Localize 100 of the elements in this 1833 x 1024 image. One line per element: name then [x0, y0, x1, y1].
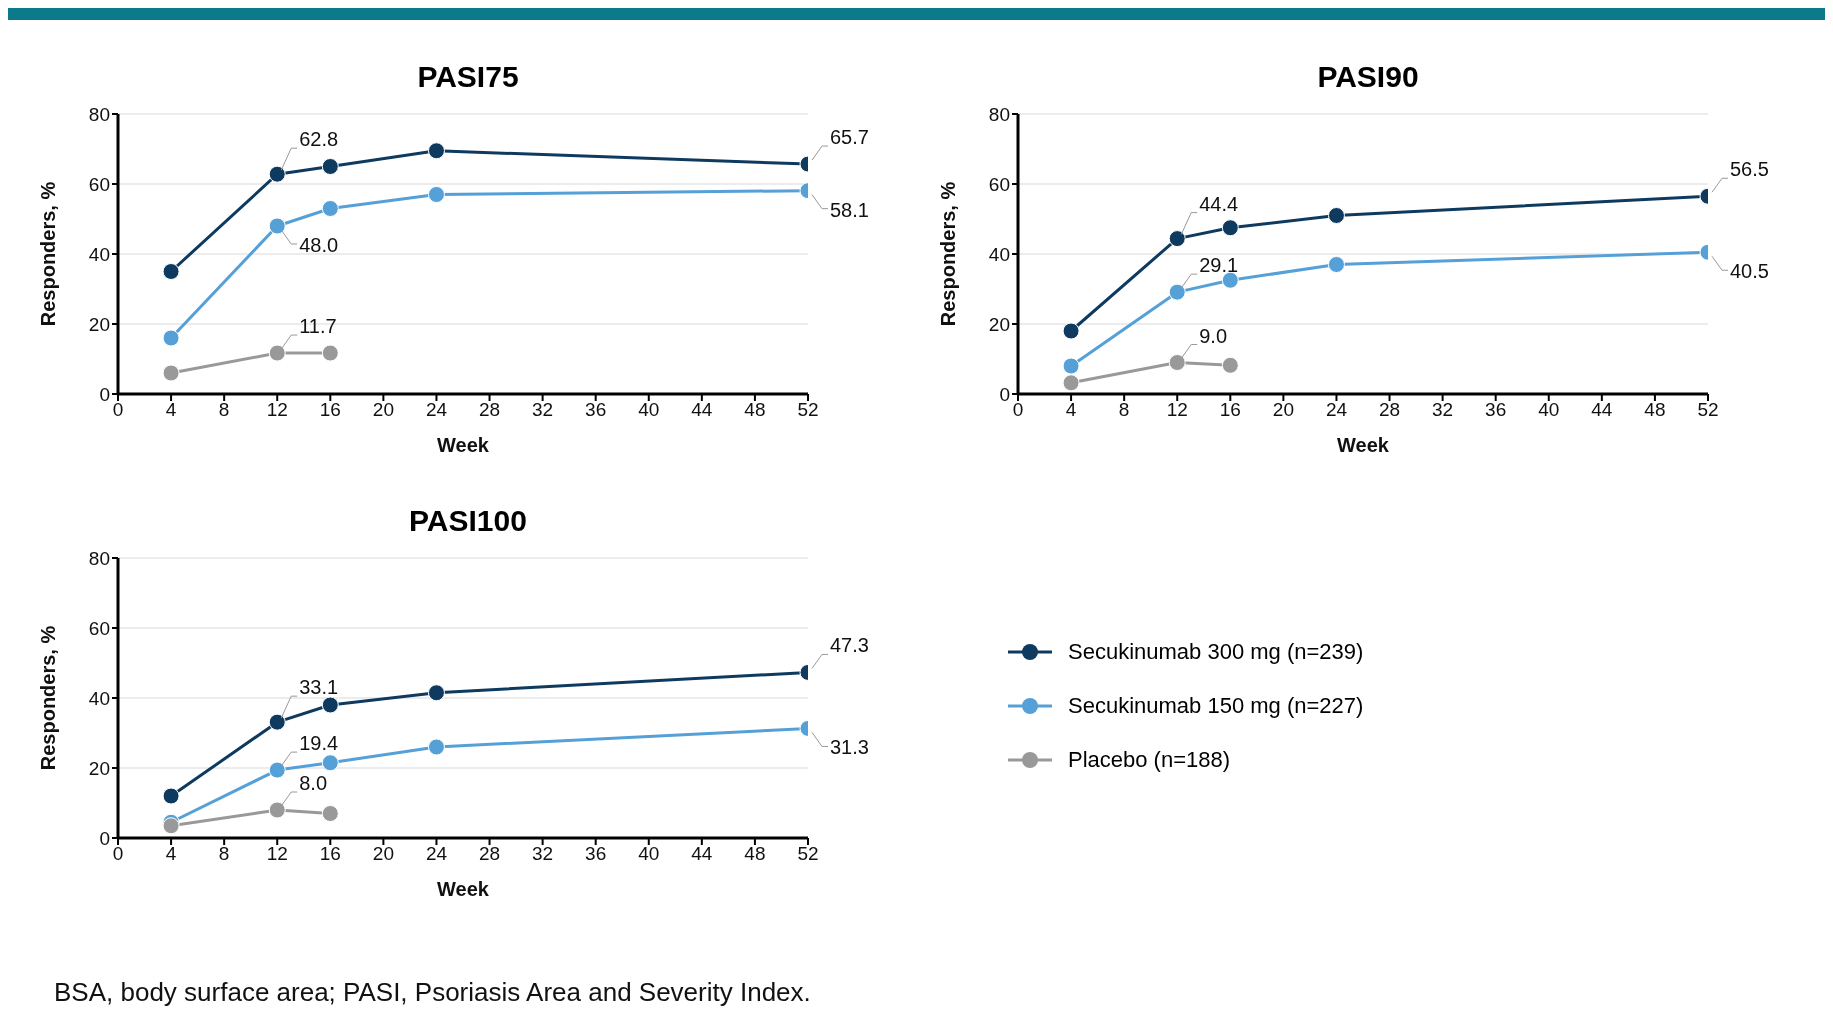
x-tick-label: 20	[372, 399, 394, 421]
data-label: 9.0	[1199, 324, 1228, 347]
data-label: 44.4	[1199, 192, 1239, 215]
point	[162, 364, 180, 382]
point	[321, 696, 339, 714]
x-tick-label: 40	[638, 399, 660, 421]
x-tick-label: 44	[1591, 399, 1613, 421]
x-axis-title: Week	[437, 878, 490, 900]
x-tick-label: 16	[319, 843, 341, 865]
y-tick-label: 20	[88, 313, 110, 335]
y-tick-label: 60	[988, 173, 1010, 195]
point	[268, 713, 286, 731]
point	[162, 817, 180, 835]
data-label: 8.0	[299, 772, 328, 794]
x-tick-label: 4	[165, 843, 177, 865]
x-tick-label: 28	[1378, 399, 1401, 421]
data-label: 62.8	[299, 128, 339, 151]
point	[268, 801, 286, 819]
point	[1327, 207, 1345, 224]
point	[1168, 230, 1186, 248]
point	[427, 684, 445, 702]
x-tick-label: 16	[319, 399, 341, 421]
x-tick-label: 36	[585, 843, 607, 865]
y-axis-title: Responders, %	[37, 625, 60, 771]
point	[321, 754, 339, 772]
legend-label: Secukinumab 300 mg (n=239)	[1068, 639, 1364, 665]
x-tick-label: 52	[797, 399, 819, 421]
y-tick-label: 40	[88, 243, 110, 265]
y-tick-label: 0	[999, 383, 1010, 405]
point	[427, 738, 445, 756]
chart-title: PASI90	[1316, 60, 1420, 94]
x-tick-label: 44	[691, 843, 713, 865]
x-tick-label: 8	[218, 843, 230, 865]
x-tick-label: 40	[1538, 399, 1560, 421]
y-tick-label: 40	[88, 687, 110, 709]
data-label: 19.4	[299, 732, 339, 755]
point	[427, 142, 445, 160]
legend-label: Placebo (n=188)	[1068, 747, 1231, 773]
point	[321, 200, 339, 217]
point	[1168, 283, 1186, 301]
y-tick-label: 20	[988, 313, 1010, 335]
y-tick-label: 40	[988, 243, 1010, 265]
y-tick-label: 60	[88, 617, 110, 639]
x-tick-label: 28	[478, 843, 501, 865]
y-tick-label: 80	[88, 547, 110, 569]
x-tick-label: 48	[1644, 399, 1666, 421]
point	[1221, 219, 1239, 237]
x-tick-label: 20	[372, 843, 394, 865]
x-tick-label: 16	[1219, 399, 1241, 421]
x-tick-label: 4	[1065, 399, 1077, 421]
point	[268, 217, 286, 235]
point	[1221, 356, 1239, 374]
y-tick-label: 60	[88, 173, 110, 195]
point	[321, 805, 339, 822]
point	[268, 165, 286, 183]
data-label: 40.5	[1730, 260, 1769, 283]
chart-title: PASI75	[416, 60, 520, 94]
point	[162, 263, 180, 280]
x-tick-label: 24	[425, 843, 448, 865]
point	[1221, 271, 1239, 289]
point	[1062, 357, 1080, 375]
x-tick-label: 32	[532, 399, 554, 421]
point	[321, 158, 339, 175]
point	[321, 344, 339, 362]
x-tick-label: 52	[1697, 399, 1719, 421]
point	[427, 186, 445, 203]
x-tick-label: 0	[1012, 399, 1024, 421]
y-axis-title: Responders, %	[937, 181, 960, 327]
x-tick-label: 12	[266, 843, 288, 865]
x-tick-label: 32	[1432, 399, 1454, 421]
x-tick-label: 36	[1485, 399, 1507, 421]
data-label: 48.0	[299, 234, 339, 256]
y-tick-label: 80	[988, 103, 1010, 125]
x-tick-label: 36	[585, 399, 607, 421]
x-axis-title: Week	[1337, 434, 1390, 456]
y-tick-label: 80	[88, 103, 110, 125]
y-axis-title: Responders, %	[37, 181, 60, 327]
point	[1062, 374, 1080, 392]
x-tick-label: 20	[1272, 399, 1294, 421]
x-tick-label: 8	[218, 399, 230, 421]
x-tick-label: 8	[1118, 399, 1130, 421]
point	[1062, 322, 1080, 340]
data-label: 65.7	[830, 126, 869, 149]
x-tick-label: 4	[165, 399, 177, 421]
x-tick-label: 40	[638, 843, 660, 865]
x-tick-label: 24	[425, 399, 448, 421]
x-tick-label: 24	[1325, 399, 1348, 421]
x-tick-label: 52	[797, 843, 819, 865]
x-tick-label: 44	[691, 399, 713, 421]
point	[1327, 256, 1345, 273]
x-tick-label: 12	[1166, 399, 1188, 421]
data-label: 58.1	[830, 198, 869, 221]
x-tick-label: 48	[744, 399, 766, 421]
data-label: 31.3	[830, 736, 869, 759]
chart-title: PASI100	[408, 504, 528, 538]
data-label: 56.5	[1730, 158, 1769, 181]
point	[268, 761, 286, 779]
y-tick-label: 20	[88, 757, 110, 779]
x-tick-label: 28	[478, 399, 501, 421]
y-tick-label: 0	[99, 383, 110, 405]
